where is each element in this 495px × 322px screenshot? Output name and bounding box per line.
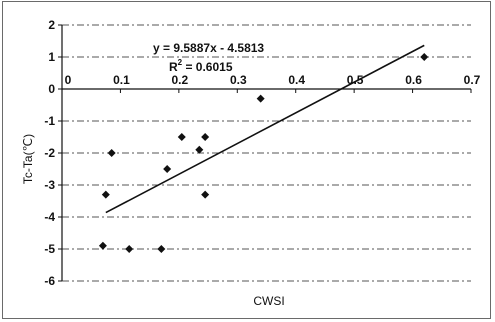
y-tick-label: -5: [44, 242, 55, 256]
data-point: [107, 149, 116, 157]
x-tick-label: 0.4: [288, 73, 305, 87]
grid-lines: [62, 24, 471, 282]
y-tick-label: 1: [48, 50, 55, 64]
data-point: [201, 133, 210, 141]
trendline-line: [105, 44, 425, 214]
trendline-equation: y = 9.5887x - 4.5813: [153, 41, 264, 55]
x-tick-label: 0.3: [230, 73, 247, 87]
x-tick-label: 0.7: [464, 73, 481, 87]
trendline: [105, 44, 425, 214]
x-axis: 0 0.1 0.2 0.3 0.4 0.5 0.6 0.7: [61, 73, 481, 93]
scatter-chart: 0 0.1 0.2 0.3 0.4 0.5 0.6 0.7 210-1-2-3-4-5-6 y…: [21, 18, 481, 308]
x-tick-label: 0.6: [405, 73, 422, 87]
data-point: [256, 94, 265, 103]
y-axis-title: Tc-Ta(℃): [21, 134, 35, 184]
data-point: [157, 245, 166, 253]
data-point: [125, 245, 134, 253]
x-tick-label: 0: [65, 73, 72, 87]
data-point: [201, 190, 210, 199]
data-point: [98, 241, 107, 250]
x-axis-title: CWSI: [253, 294, 284, 308]
data-point: [177, 133, 186, 141]
y-tick-label: 2: [48, 18, 55, 32]
y-tick-label: 0: [48, 82, 55, 96]
data-points: [98, 53, 429, 253]
y-tick-label: -4: [44, 210, 55, 224]
r-squared-label: R2 = 0.6015: [169, 58, 233, 74]
y-axis: 2 1 0 -1 -2 -3 -4 -5 -6: [44, 18, 63, 288]
data-point: [195, 145, 204, 154]
chart-frame: 0 0.1 0.2 0.3 0.4 0.5 0.6 0.7 2 1 0 -1 -2 -3 -4 -5 -6 y…: [2, 1, 491, 319]
y-tick-label: -3: [44, 178, 55, 192]
data-point: [101, 190, 110, 199]
y-tick-label: -1: [44, 114, 55, 128]
data-point: [163, 165, 172, 173]
x-tick-label: 0.1: [113, 73, 130, 87]
y-tick-label: -2: [44, 146, 55, 160]
x-tick-label: 0.2: [172, 73, 189, 87]
y-tick-label: -6: [44, 274, 55, 288]
data-point: [420, 53, 429, 61]
